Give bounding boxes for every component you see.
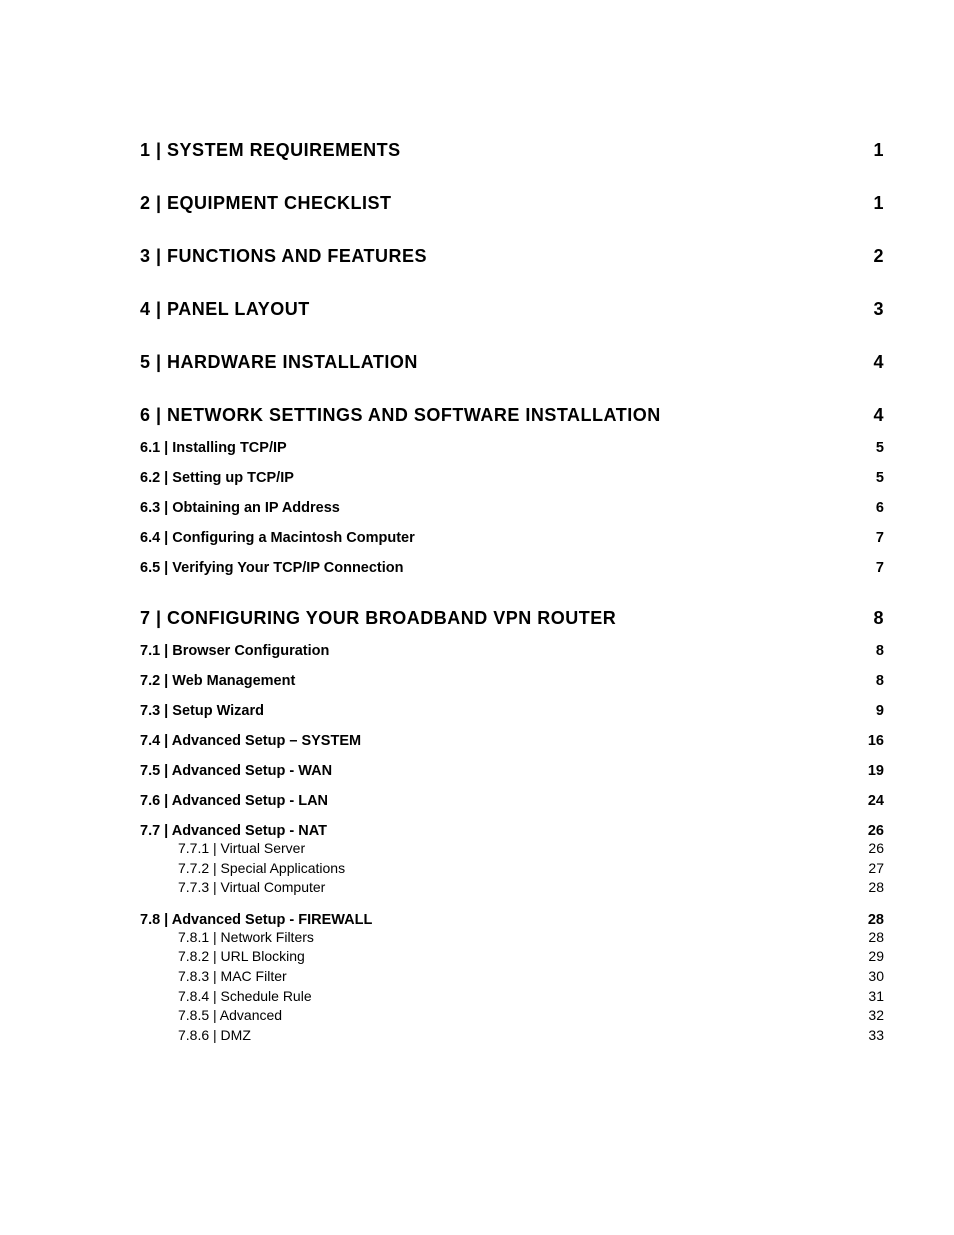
toc-title: 7.7 | Advanced Setup - NAT (140, 823, 854, 839)
toc-page: 8 (854, 608, 884, 629)
toc-title: 7.8.2 | URL Blocking (178, 947, 854, 967)
toc-entry-6-2: 6.2 | Setting up TCP/IP 5 (140, 470, 884, 486)
toc-entry-7-3: 7.3 | Setup Wizard 9 (140, 703, 884, 719)
toc-title: 7.7.1 | Virtual Server (178, 839, 854, 859)
toc-page: 28 (854, 878, 884, 898)
toc-title: 1 | SYSTEM REQUIREMENTS (140, 140, 854, 161)
toc-title: 7.8.4 | Schedule Rule (178, 987, 854, 1007)
toc-title: 7 | CONFIGURING YOUR BROADBAND VPN ROUTE… (140, 608, 854, 629)
toc-entry-7-5: 7.5 | Advanced Setup - WAN 19 (140, 763, 884, 779)
toc-page: 8 (854, 643, 884, 659)
toc-page: 32 (854, 1006, 884, 1026)
toc-entry-7-6: 7.6 | Advanced Setup - LAN 24 (140, 793, 884, 809)
toc-page: 6 (854, 500, 884, 516)
toc-entry-6-1: 6.1 | Installing TCP/IP 5 (140, 440, 884, 456)
toc-entry-7-8-1: 7.8.1 | Network Filters 28 (178, 928, 884, 948)
toc-entry-7-2: 7.2 | Web Management 8 (140, 673, 884, 689)
toc-title: 7.5 | Advanced Setup - WAN (140, 763, 854, 779)
toc-title: 7.4 | Advanced Setup – SYSTEM (140, 733, 854, 749)
toc-title: 7.8 | Advanced Setup - FIREWALL (140, 912, 854, 928)
toc-group-7-8: 7.8 | Advanced Setup - FIREWALL 28 7.8.1… (140, 912, 884, 1046)
toc-page: 26 (854, 839, 884, 859)
toc-page: 5 (854, 440, 884, 456)
toc-entry-1: 1 | SYSTEM REQUIREMENTS 1 (140, 140, 884, 161)
toc-title: 7.2 | Web Management (140, 673, 854, 689)
toc-page: 3 (854, 299, 884, 320)
toc-page: 31 (854, 987, 884, 1007)
toc-title: 7.7.3 | Virtual Computer (178, 878, 854, 898)
toc-page: 29 (854, 947, 884, 967)
toc-title: 6.3 | Obtaining an IP Address (140, 500, 854, 516)
toc-page: 9 (854, 703, 884, 719)
toc-title: 6.5 | Verifying Your TCP/IP Connection (140, 560, 854, 576)
toc-title: 7.3 | Setup Wizard (140, 703, 854, 719)
toc-page: 2 (854, 246, 884, 267)
toc-entry-6-4: 6.4 | Configuring a Macintosh Computer 7 (140, 530, 884, 546)
toc-title: 6.4 | Configuring a Macintosh Computer (140, 530, 854, 546)
toc-page: 8 (854, 673, 884, 689)
toc-page: 7 (854, 530, 884, 546)
toc-title: 7.6 | Advanced Setup - LAN (140, 793, 854, 809)
toc-entry-7-7-1: 7.7.1 | Virtual Server 26 (178, 839, 884, 859)
toc-entry-7-8-2: 7.8.2 | URL Blocking 29 (178, 947, 884, 967)
toc-page: 33 (854, 1026, 884, 1046)
toc-entry-6-3: 6.3 | Obtaining an IP Address 6 (140, 500, 884, 516)
toc-page: 4 (854, 352, 884, 373)
toc-title: 5 | HARDWARE INSTALLATION (140, 352, 854, 373)
toc-page: 30 (854, 967, 884, 987)
toc-entry-7-8-5: 7.8.5 | Advanced 32 (178, 1006, 884, 1026)
toc-page: 1 (854, 193, 884, 214)
toc-title: 7.8.5 | Advanced (178, 1006, 854, 1026)
toc-page: 28 (854, 928, 884, 948)
table-of-contents: 1 | SYSTEM REQUIREMENTS 1 2 | EQUIPMENT … (140, 140, 884, 1045)
toc-title: 4 | PANEL LAYOUT (140, 299, 854, 320)
toc-entry-4: 4 | PANEL LAYOUT 3 (140, 299, 884, 320)
toc-entry-6: 6 | NETWORK SETTINGS AND SOFTWARE INSTAL… (140, 405, 884, 426)
toc-page: 27 (854, 859, 884, 879)
toc-entry-7-8-6: 7.8.6 | DMZ 33 (178, 1026, 884, 1046)
toc-entry-7-8: 7.8 | Advanced Setup - FIREWALL 28 (140, 912, 884, 928)
toc-entry-7-7-2: 7.7.2 | Special Applications 27 (178, 859, 884, 879)
toc-page: 16 (854, 733, 884, 749)
toc-title: 7.8.3 | MAC Filter (178, 967, 854, 987)
toc-page: 28 (854, 912, 884, 928)
toc-title: 6.2 | Setting up TCP/IP (140, 470, 854, 486)
toc-title: 3 | FUNCTIONS AND FEATURES (140, 246, 854, 267)
toc-entry-7-8-4: 7.8.4 | Schedule Rule 31 (178, 987, 884, 1007)
toc-title: 6.1 | Installing TCP/IP (140, 440, 854, 456)
toc-page: 26 (854, 823, 884, 839)
toc-title: 7.1 | Browser Configuration (140, 643, 854, 659)
toc-title: 7.8.6 | DMZ (178, 1026, 854, 1046)
toc-entry-2: 2 | EQUIPMENT CHECKLIST 1 (140, 193, 884, 214)
toc-page: 4 (854, 405, 884, 426)
toc-entry-7: 7 | CONFIGURING YOUR BROADBAND VPN ROUTE… (140, 608, 884, 629)
toc-entry-7-1: 7.1 | Browser Configuration 8 (140, 643, 884, 659)
toc-entry-5: 5 | HARDWARE INSTALLATION 4 (140, 352, 884, 373)
toc-title: 7.7.2 | Special Applications (178, 859, 854, 879)
toc-group-7-7: 7.7 | Advanced Setup - NAT 26 7.7.1 | Vi… (140, 823, 884, 898)
toc-title: 2 | EQUIPMENT CHECKLIST (140, 193, 854, 214)
toc-page: 19 (854, 763, 884, 779)
toc-title: 6 | NETWORK SETTINGS AND SOFTWARE INSTAL… (140, 405, 854, 426)
toc-title: 7.8.1 | Network Filters (178, 928, 854, 948)
toc-entry-7-7-3: 7.7.3 | Virtual Computer 28 (178, 878, 884, 898)
toc-page: 24 (854, 793, 884, 809)
toc-entry-3: 3 | FUNCTIONS AND FEATURES 2 (140, 246, 884, 267)
toc-page: 1 (854, 140, 884, 161)
toc-page: 7 (854, 560, 884, 576)
toc-page: 5 (854, 470, 884, 486)
toc-entry-6-5: 6.5 | Verifying Your TCP/IP Connection 7 (140, 560, 884, 576)
toc-entry-7-8-3: 7.8.3 | MAC Filter 30 (178, 967, 884, 987)
toc-entry-7-4: 7.4 | Advanced Setup – SYSTEM 16 (140, 733, 884, 749)
toc-entry-7-7: 7.7 | Advanced Setup - NAT 26 (140, 823, 884, 839)
